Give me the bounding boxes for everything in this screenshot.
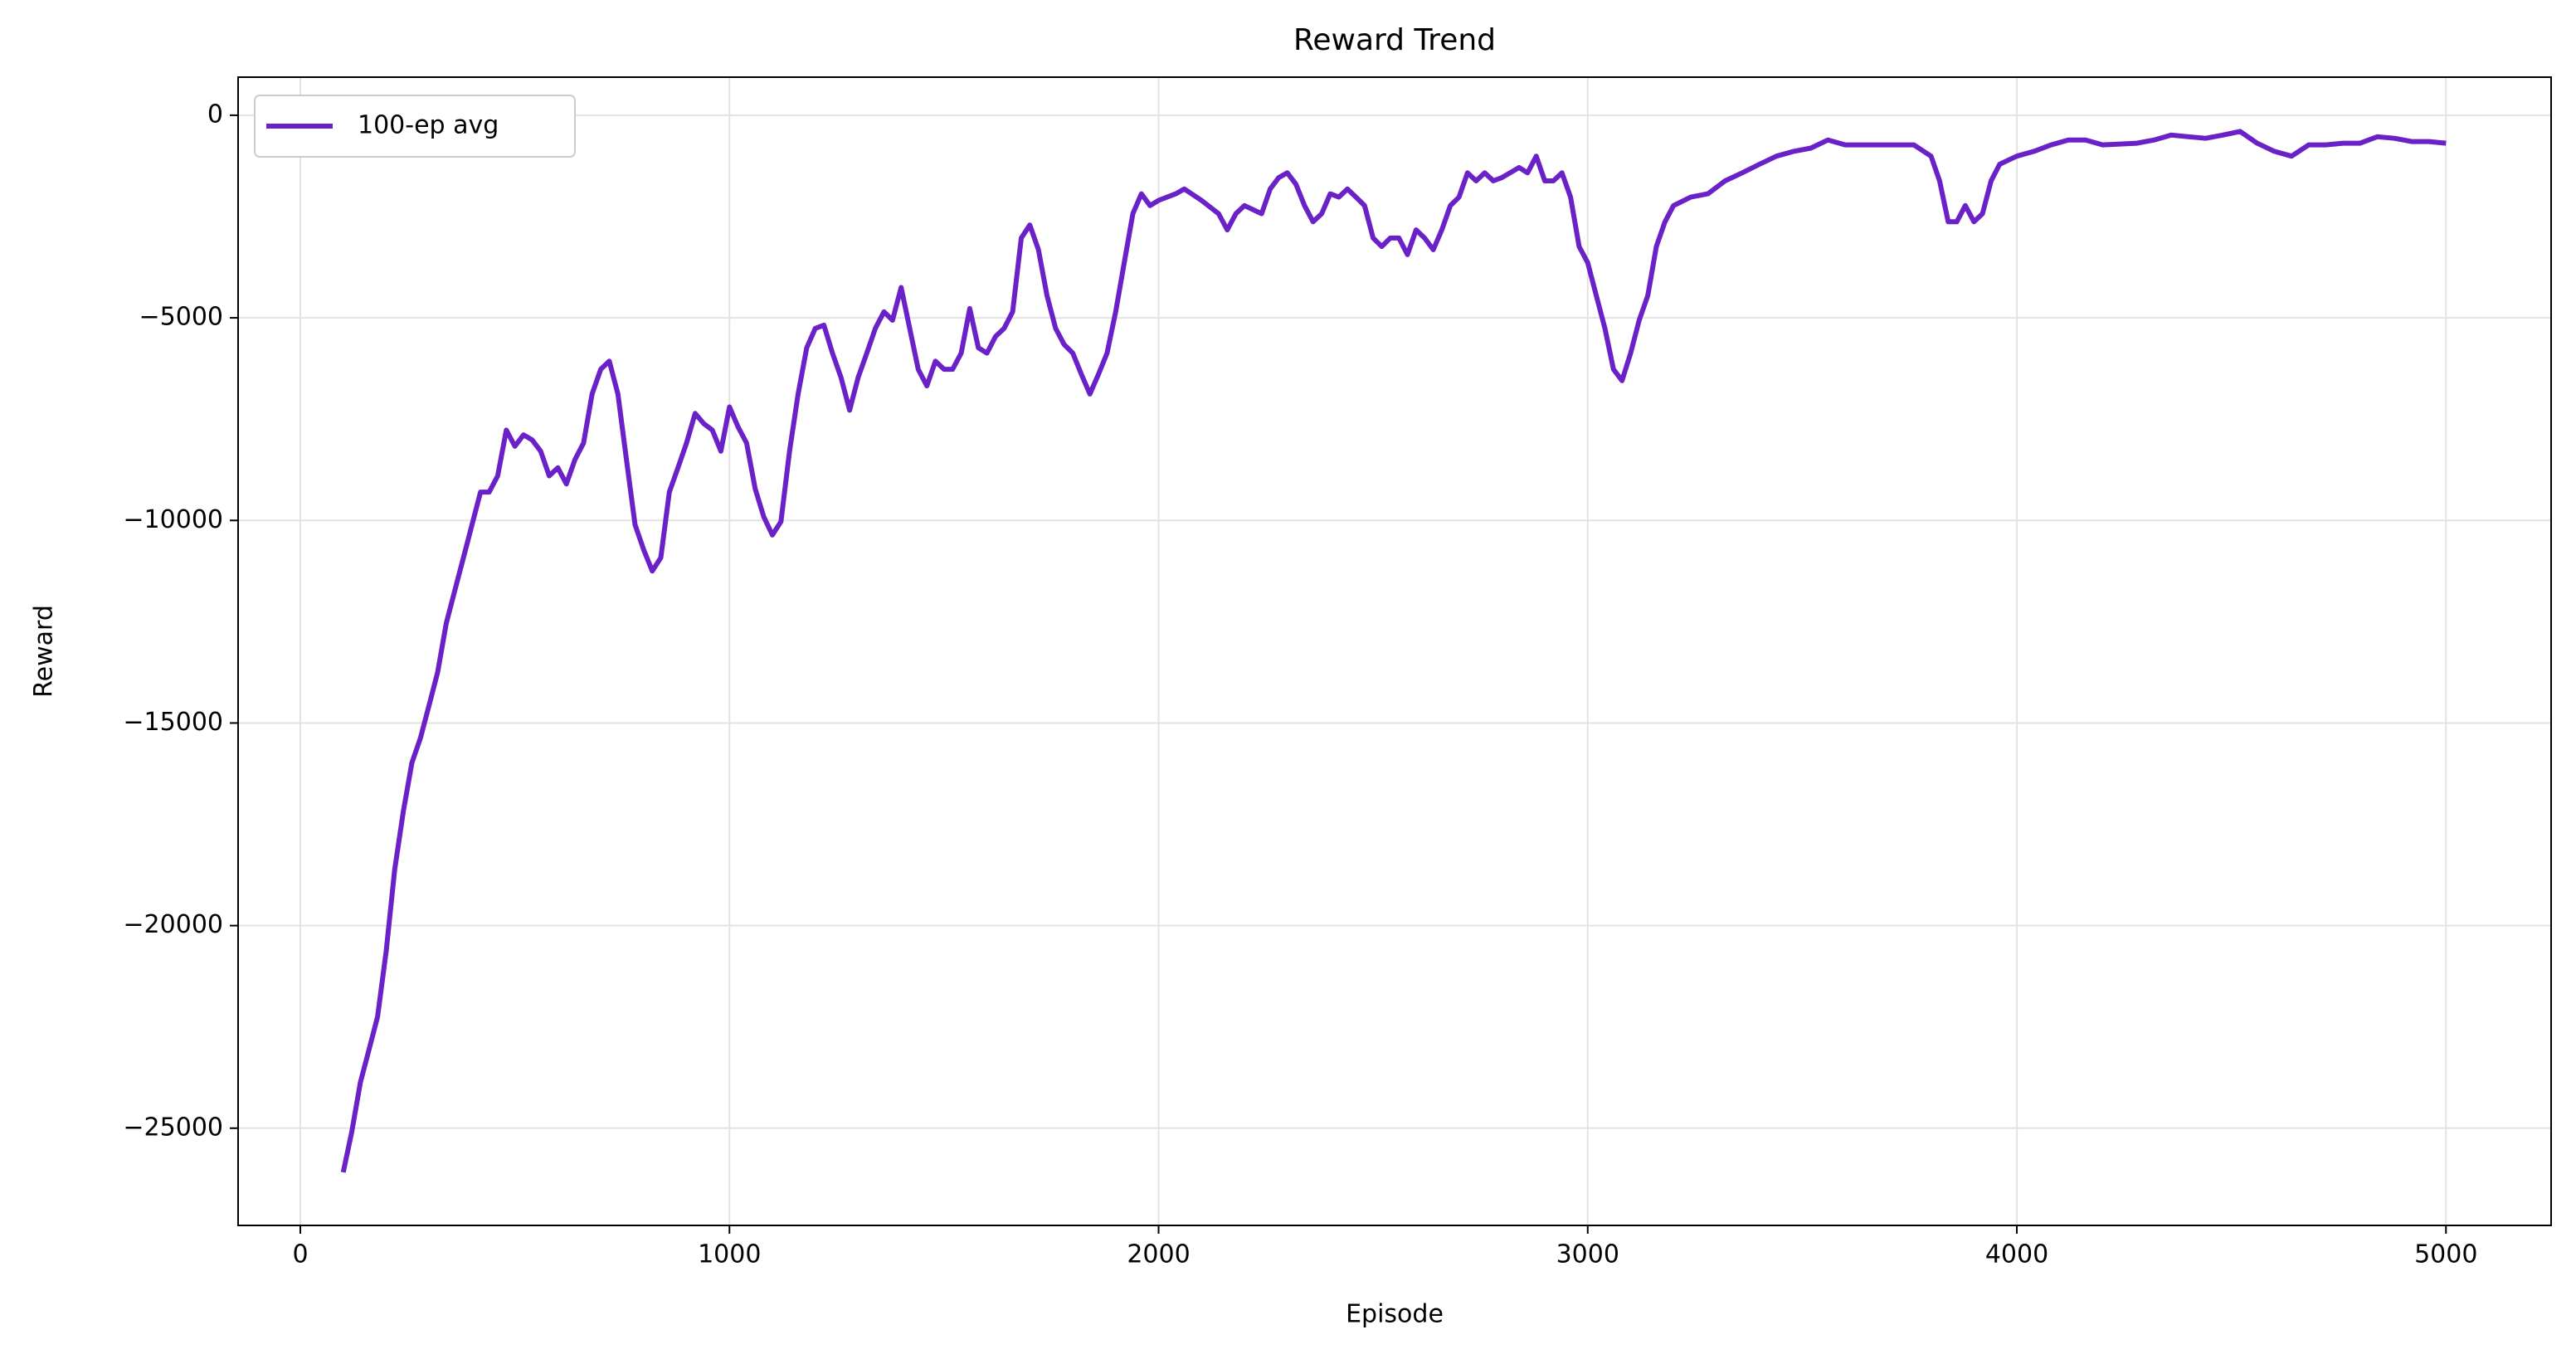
x-tick-label: 3000 [1556, 1240, 1619, 1269]
line [340, 129, 2447, 1173]
y-axis-label: Reward [30, 605, 59, 698]
legend-label: 100-ep avg [358, 111, 499, 140]
y-tick-label: −25000 [123, 1113, 223, 1142]
y-tick-label: −10000 [123, 505, 223, 534]
x-tick-label: 5000 [2414, 1240, 2477, 1269]
y-tick-label: −5000 [139, 303, 223, 332]
x-tick-label: 1000 [698, 1240, 761, 1269]
x-axis-label: Episode [1346, 1300, 1444, 1329]
x-tick-label: 4000 [1985, 1240, 2048, 1269]
chart-title: Reward Trend [1293, 23, 1496, 57]
legend-box [254, 95, 576, 158]
x-tick-label: 0 [292, 1240, 308, 1269]
y-tick-label: −20000 [123, 910, 223, 939]
axes-frame [237, 76, 2552, 1226]
y-tick-label: 0 [207, 100, 223, 129]
y-tick-label: −15000 [123, 708, 223, 737]
x-tick-label: 2000 [1127, 1240, 1190, 1269]
